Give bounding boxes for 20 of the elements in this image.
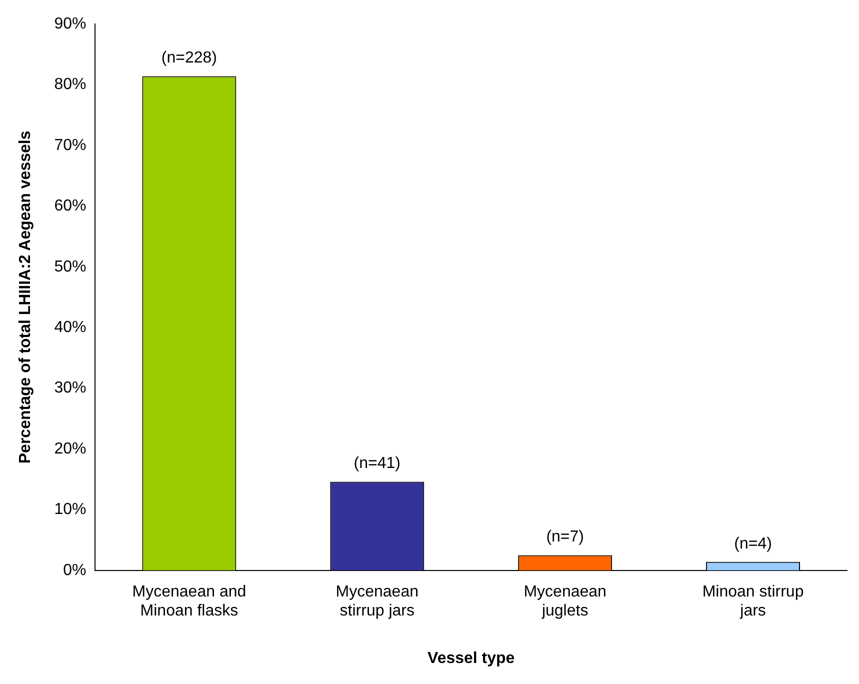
y-axis-title: Percentage of total LHIIIA:2 Aegean vessels bbox=[17, 130, 34, 464]
y-tick-label: 50% bbox=[54, 258, 86, 276]
y-tick-label: 90% bbox=[54, 15, 86, 32]
x-tick-label: Mycenaean and Minoan flasks bbox=[132, 583, 246, 620]
y-tick-label: 30% bbox=[54, 380, 86, 397]
y-tick-label: 10% bbox=[54, 501, 86, 518]
x-tick-label: Mycenaean juglets bbox=[524, 583, 606, 620]
y-tick-label: 0% bbox=[63, 562, 86, 579]
x-tick-label: Mycenaean stirrup jars bbox=[336, 583, 418, 620]
annotation: (n=228) bbox=[161, 50, 217, 67]
x-axis-title: Vessel type bbox=[428, 650, 515, 667]
annotation: (n=7) bbox=[546, 528, 584, 546]
y-tick-label: 80% bbox=[54, 76, 86, 94]
y-tick-label: 70% bbox=[54, 136, 86, 154]
x-tick-label: Minoan stirrup jars bbox=[702, 583, 804, 620]
y-tick-label: 60% bbox=[54, 198, 86, 215]
annotation: (n=4) bbox=[734, 535, 772, 552]
y-tick-label: 40% bbox=[54, 318, 86, 336]
y-tick-label: 20% bbox=[54, 440, 86, 458]
annotation: (n=41) bbox=[354, 455, 400, 472]
